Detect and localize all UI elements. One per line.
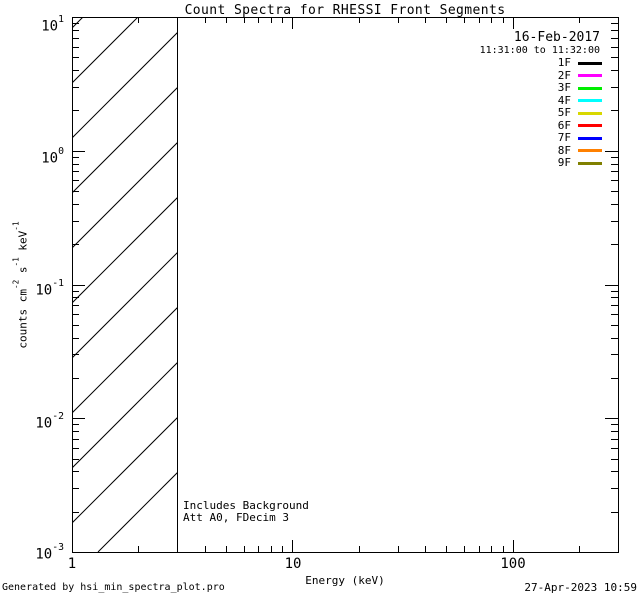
y-tick-label: 100 [41,145,64,167]
legend-item-label: 8F [557,143,571,157]
legend-color-swatch [578,149,602,153]
legend-date: 16-Feb-2017 [513,30,600,45]
y-tick-label: 10-1 [35,277,64,299]
legend-item: 3F [558,82,602,95]
legend-color-swatch [578,136,602,140]
legend-item-label: 1F [557,56,571,70]
legend-color-swatch [578,99,602,103]
legend-color-swatch [578,124,602,128]
legend-item: 9F [558,157,602,170]
legend-color-swatch [578,74,602,78]
y-axis-title-exponent: -1 [11,221,21,231]
legend-item-label: 2F [557,68,571,82]
legend-item: 6F [557,118,602,133]
legend-item: 1F [558,57,602,70]
legend-item: 7F [558,132,602,145]
legend-color-swatch [578,86,602,90]
chart-title: Count Spectra for RHESSI Front Segments [184,3,506,18]
y-axis-title-text: s [16,266,30,280]
legend-item: 2F [557,68,602,83]
legend-color-swatch [578,161,602,165]
legend-item-label: 3F [557,81,571,95]
legend-item-label: 5F [557,106,571,120]
x-tick-label: 1 [67,556,77,572]
legend-item: 4F [557,93,602,108]
legend-item-label: 9F [557,156,571,170]
annotation-attenuator-state: Att A0, FDecim 3 [183,511,289,524]
footer-generator-credit: Generated by hsi_min_spectra_plot.pro [2,582,225,593]
legend-item: 8F [557,143,602,158]
legend: 1F 2F 3F 4F 5F 6F 7F 8F 9F [558,57,602,170]
y-tick-label: 10-3 [35,541,64,563]
annotation-includes-background: Includes Background [183,499,309,512]
legend-item: 5F [558,107,602,120]
y-tick-label: 101 [41,13,64,35]
legend-color-swatch [578,61,602,65]
legend-item-label: 4F [557,93,571,107]
legend-time-range: 11:31:00 to 11:32:00 [479,45,600,56]
y-axis-title-text: keV [16,230,30,258]
legend-item-label: 6F [557,118,571,132]
legend-item-label: 7F [557,131,571,145]
y-tick-label: 10-2 [35,410,64,432]
footer-generated-timestamp: 27-Apr-2023 10:59 [524,581,637,594]
x-tick-label: 100 [500,556,526,572]
x-tick-label: 10 [284,556,302,572]
legend-color-swatch [578,111,602,115]
y-axis-title-exponent: -1 [11,257,21,267]
x-axis-title: Energy (keV) [305,574,385,587]
